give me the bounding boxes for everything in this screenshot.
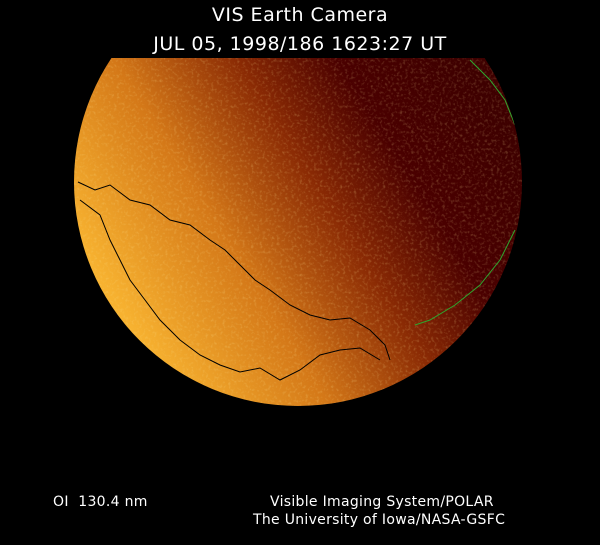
coastline — [77, 181, 391, 361]
wavelength-label: OI 130.4 nm — [53, 494, 148, 510]
coastline — [79, 199, 381, 381]
image-title: VIS Earth Camera — [211, 4, 389, 26]
credit-line-1: Visible Imaging System/POLAR — [270, 494, 494, 510]
grid-line — [414, 229, 516, 326]
grid-line — [469, 59, 516, 126]
credit-line-2: The University of Iowa/NASA-GSFC — [253, 512, 506, 528]
timestamp: JUL 05, 1998/186 1623:27 UT — [153, 33, 447, 55]
image-noise — [74, 58, 522, 406]
